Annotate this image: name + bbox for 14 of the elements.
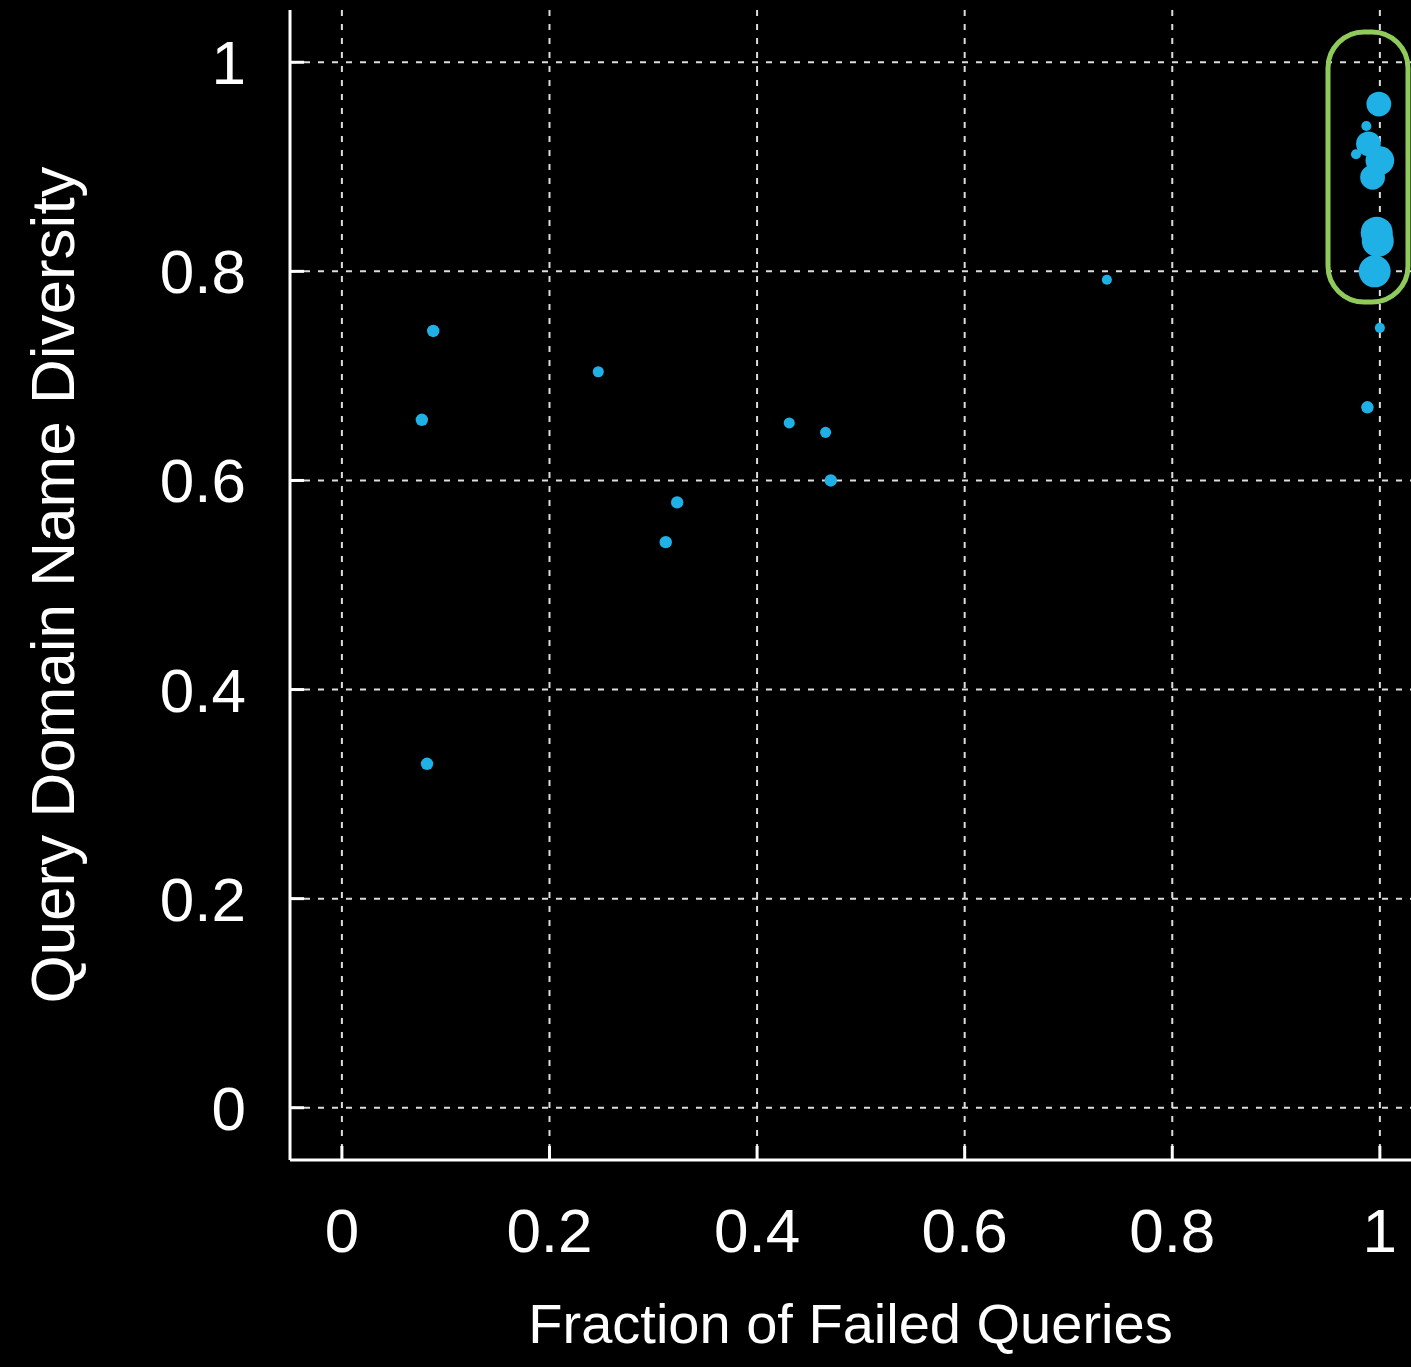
y-tick-label: 0.2 <box>159 864 246 934</box>
x-tick-label: 0.2 <box>506 1196 593 1265</box>
x-tick-label: 0 <box>324 1196 360 1265</box>
y-axis-title: Query Domain Name Diversity <box>18 166 87 1004</box>
y-tick-label: 0 <box>211 1073 246 1143</box>
x-axis-title: Fraction of Failed Queries <box>528 1292 1173 1355</box>
x-tick-label: 0.8 <box>1129 1196 1216 1265</box>
y-tick-label: 0.6 <box>159 446 246 516</box>
y-tick-label: 0.4 <box>159 655 246 725</box>
x-tick-label: 0.4 <box>713 1196 801 1265</box>
x-tick-label: 1 <box>1362 1196 1398 1265</box>
y-tick-label: 1 <box>211 28 246 98</box>
x-tick-label: 0.6 <box>921 1196 1008 1265</box>
y-tick-label: 0.8 <box>159 237 246 307</box>
